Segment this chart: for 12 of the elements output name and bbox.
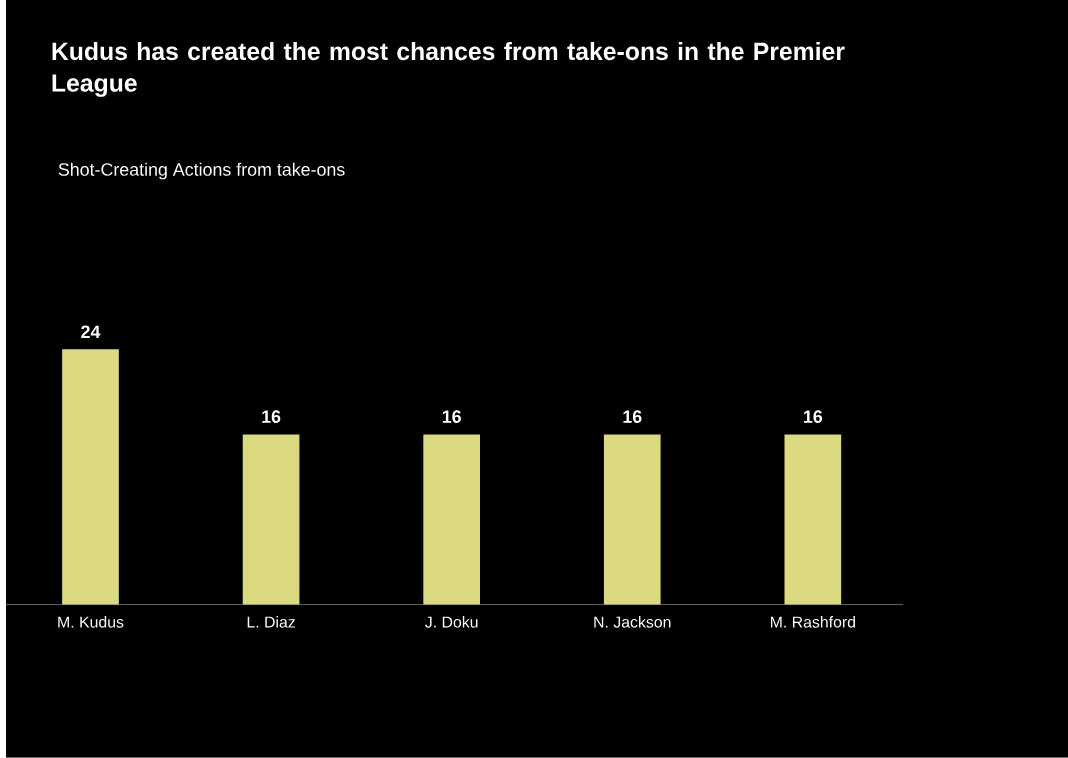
chart-title: Kudus has created the most chances from take-ons in the Premier League (52, 42, 845, 97)
x-tick-label: M. Kudus (58, 616, 124, 628)
data-label: 16 (262, 410, 281, 424)
chart-subtitle: Shot-Creating Actions from take-ons (58, 162, 345, 180)
data-label: 16 (804, 410, 823, 424)
x-tick-label: L. Diaz (247, 616, 295, 628)
data-label: 16 (442, 410, 461, 424)
x-tick-label: M. Rashford (770, 616, 855, 628)
x-tick-label: J. Doku (425, 616, 478, 628)
data-label: 16 (623, 410, 642, 424)
data-label: 24 (81, 325, 101, 339)
x-tick-label: N. Jackson (594, 616, 671, 628)
